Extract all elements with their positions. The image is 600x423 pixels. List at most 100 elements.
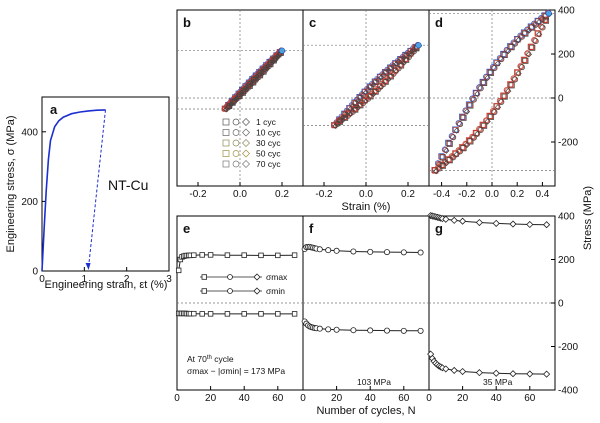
panel-c-point [385,76,392,83]
panel-d-point [505,88,512,95]
panel-f-point [316,325,323,332]
legend-diamond-marker [242,118,250,126]
panel-d-point [527,43,534,50]
panel-b-point [259,68,265,74]
panel-a-marks [41,109,106,272]
panel-d-point [520,56,527,63]
panel-d-ytick-label: 200 [558,50,575,61]
panel-d-point [519,33,525,40]
panel-f-point [367,248,374,255]
panel-f: f 103 MPa [302,215,430,391]
panel-b-xtick-label: -0.2 [189,189,207,200]
panel-f-xtick-label: 20 [331,393,343,404]
panel-c-point [393,61,400,67]
panel-g-point [459,367,467,376]
legend-sigma-square [201,288,207,294]
panel-c-tip-point [415,42,422,49]
panel-d-point [494,60,502,67]
panel-d-point [465,137,472,144]
panel-c-point [408,48,415,55]
legend-square-marker [222,139,230,147]
panel-a-label: a [50,102,58,117]
panel-e-point [241,252,247,258]
panel-d-point [528,44,535,51]
panel-b-point [243,86,250,93]
panel-e-point [207,252,214,258]
legend-circle-marker [232,118,240,126]
panel-d-ytick-label: 400 [558,6,575,17]
panel-d-point [477,127,484,133]
legend-square-marker [222,129,230,136]
panel-a-annotation: NT-Cu [108,177,148,193]
legend-entry: 10 cyc [256,128,281,138]
panel-g-frame [428,215,556,391]
legend-entry: 1 cyc [256,117,277,127]
panel-c-point [370,82,377,88]
panel-d-point [480,79,487,86]
legend-sigma-diamond [253,273,261,281]
panel-d-point [479,121,486,128]
panel-a-arrowhead [85,263,91,270]
panel-d-point [484,118,491,125]
top-row-ticks: -0.2 0.0 0.2 -0.2 0.0 0.2 -0.4 -0.2 0.0 0.2 0.4 400… [189,6,578,201]
panel-d-point [496,97,503,104]
panel-d-point [457,121,464,128]
panel-b-point [235,95,241,101]
panel-d-point [508,44,515,51]
panel-d-point [508,82,515,89]
panel-a-xtick-label: 2 [124,274,130,285]
legend-sigma-circle [227,274,233,280]
top-row-marks [221,9,553,175]
panel-d-point [480,122,487,129]
panel-c-point [391,71,397,77]
panel-a-curve [41,109,106,272]
panel-f-xtick-label: 40 [365,393,377,404]
panel-d-point [467,102,474,109]
panel-e-point [207,311,214,317]
panel-e: e At 70th cycle σmax − |σmin| = 173 MPa [176,215,304,391]
panel-b-point [238,92,245,98]
panel-d-point [525,27,532,34]
panel-f-point [417,249,424,256]
panel-d-point [470,96,477,103]
panel-d-point [481,122,488,129]
panel-g-point [475,369,483,377]
panel-e-point [199,252,205,258]
panel-d-point [450,134,457,141]
panel-f-point [333,326,340,333]
panel-e-point [224,311,231,317]
panel-g-point [492,219,500,227]
legend-square-marker [222,160,230,168]
panel-d-point [476,84,483,91]
panel-b-point [250,80,257,86]
panel-d-point [512,76,519,83]
panel-e-annotation-2: σmax − |σmin| = 173 MPa [187,366,285,376]
panel-d-point [507,43,514,50]
panel-d-point [507,43,514,50]
panel-f-point [400,249,407,256]
panel-d-point [463,108,471,115]
panel-d-point [443,160,450,167]
panel-e-point [175,267,182,274]
panel-d-point [529,24,536,31]
panel-f-xtick-label: 0 [300,393,306,404]
panel-e-point [241,311,247,317]
panel-e-point [291,311,298,317]
legend-entry: 50 cyc [256,149,281,159]
panel-b-tip-point [278,47,286,54]
panel-c-xtick-label: -0.2 [315,189,333,200]
legend-sigma-square [201,274,207,280]
panel-d-point [522,57,529,64]
panel-d-point [450,154,457,161]
panel-b-point [264,65,271,72]
legend-square-marker [222,118,230,126]
panel-c-point [353,100,359,106]
legend-circle-marker [232,150,240,157]
panel-d-point [440,154,446,161]
panel-d-point [455,120,462,126]
panel-b-xtick-label: 0.2 [275,189,289,200]
panel-e-xtick-label: 20 [205,393,217,404]
panel-d-point [453,127,460,134]
panel-g-point [442,215,450,223]
panel-d-point [501,51,507,58]
